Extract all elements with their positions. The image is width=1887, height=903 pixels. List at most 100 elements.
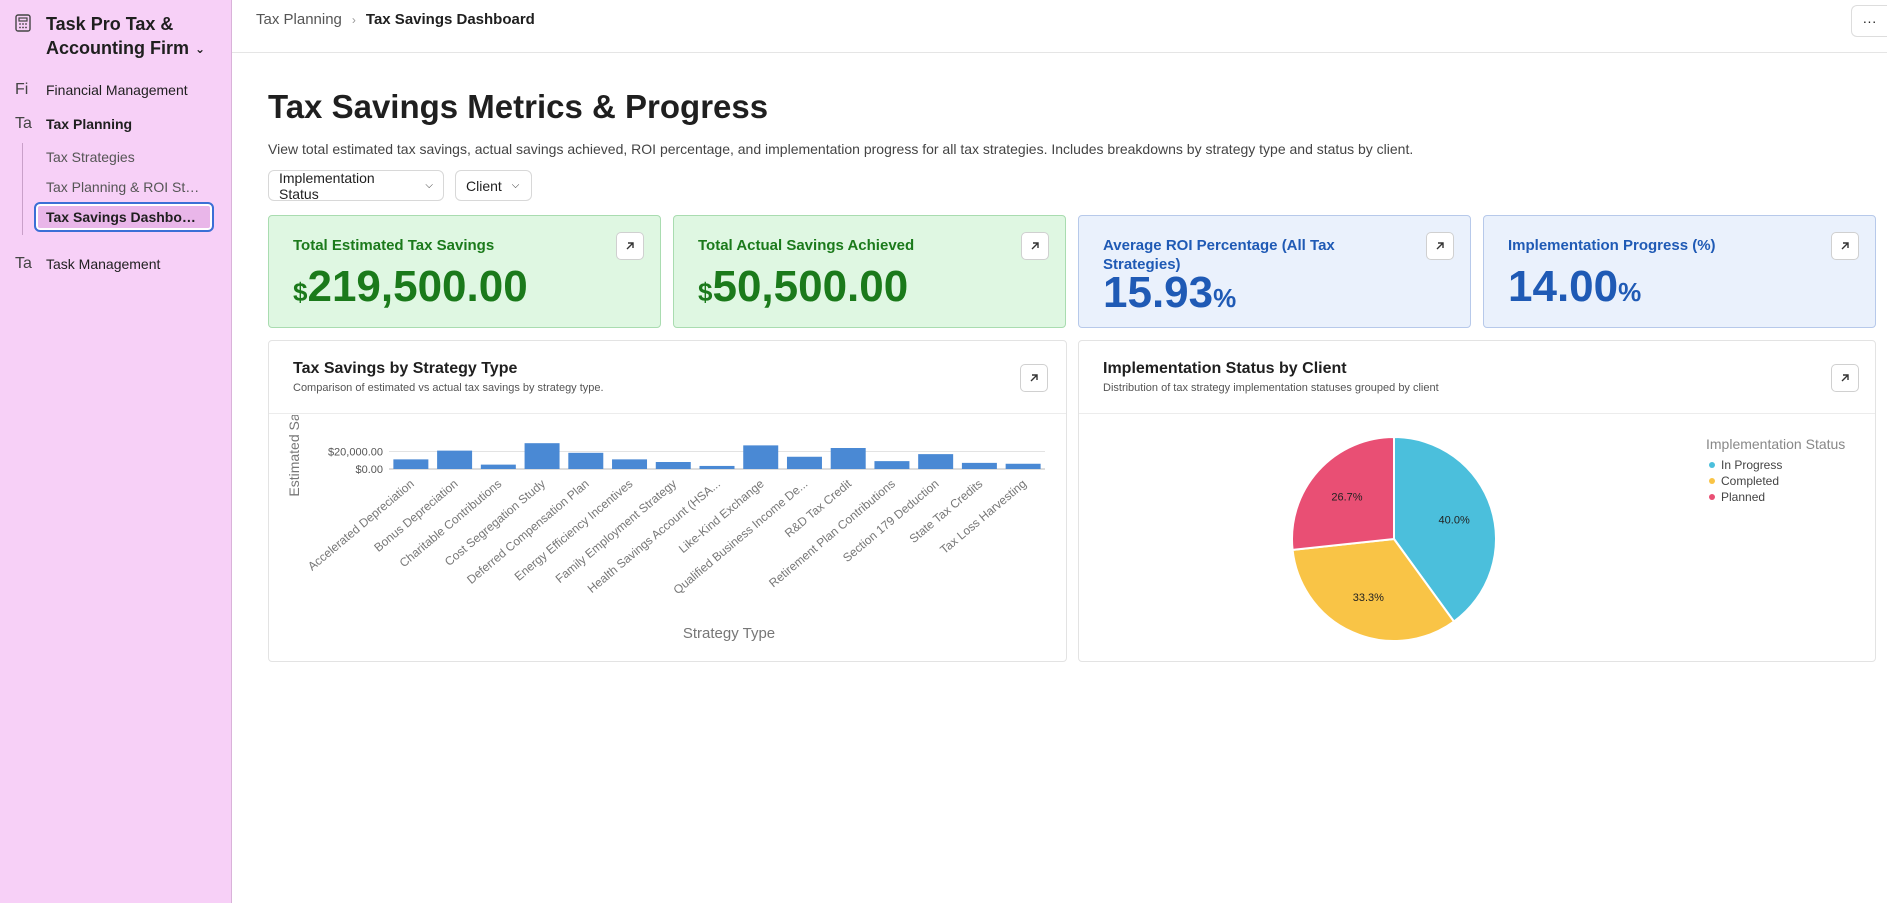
top-header: Tax Planning › Tax Savings Dashboard ···: [232, 0, 1887, 53]
x-tick-label: State Tax Credits: [906, 477, 985, 546]
org-name[interactable]: Task Pro Tax & Accounting Firm ⌄: [46, 12, 216, 61]
sidebar-item-label: Tax Planning: [46, 116, 133, 132]
sidebar-item-financial-management[interactable]: Fi Financial Management: [0, 77, 232, 103]
panel-status-by-client: Implementation Status by Client Distribu…: [1078, 340, 1876, 662]
bar[interactable]: [874, 461, 910, 469]
sidebar-subitem-tax-savings-dashboard[interactable]: Tax Savings Dashboard: [34, 202, 214, 232]
bar[interactable]: [393, 459, 429, 469]
panel-subtitle: Distribution of tax strategy implementat…: [1103, 382, 1439, 394]
bar[interactable]: [480, 464, 516, 469]
metric-title: Implementation Progress (%): [1508, 237, 1716, 254]
nav-abbr: Ta: [15, 255, 32, 272]
pie-value-label: 40.0%: [1439, 514, 1470, 526]
arrow-up-right-icon: [1031, 242, 1039, 250]
expand-button[interactable]: [1426, 232, 1454, 260]
sidebar-item-label: Financial Management: [46, 82, 188, 98]
legend-title: Implementation Status: [1706, 436, 1845, 452]
subnav-divider: [22, 143, 23, 235]
filter-label: Implementation Status: [279, 169, 375, 202]
panel-header: Implementation Status by Client Distribu…: [1079, 341, 1875, 414]
org-name-text: Task Pro Tax & Accounting Firm: [46, 14, 189, 58]
panel-header: Tax Savings by Strategy Type Comparison …: [269, 341, 1066, 414]
metric-card-actual-savings: Total Actual Savings Achieved $50,500.00: [673, 215, 1066, 328]
metric-title: Total Actual Savings Achieved: [698, 237, 915, 254]
arrow-up-right-icon: [1436, 242, 1444, 250]
legend-swatch: [1709, 494, 1715, 500]
metric-suffix: %: [1618, 277, 1642, 307]
y-tick-label: $0.00: [355, 464, 383, 476]
bar[interactable]: [830, 448, 866, 469]
arrow-up-right-icon: [1841, 374, 1849, 382]
panel-title: Implementation Status by Client: [1103, 360, 1347, 377]
breadcrumb-current: Tax Savings Dashboard: [365, 11, 535, 28]
expand-button[interactable]: [1020, 364, 1048, 392]
bar[interactable]: [699, 465, 735, 469]
bar[interactable]: [524, 443, 560, 469]
expand-button[interactable]: [616, 232, 644, 260]
metric-card-estimated-savings: Total Estimated Tax Savings $219,500.00: [268, 215, 661, 328]
metric-value: $219,500.00: [293, 262, 528, 312]
filter-label: Client: [466, 177, 502, 194]
metric-number: 50,500.00: [712, 262, 909, 311]
pie-value-label: 26.7%: [1331, 492, 1362, 504]
arrow-up-right-icon: [1030, 374, 1038, 382]
chevron-down-icon: ⌵: [425, 180, 433, 191]
bar[interactable]: [655, 462, 691, 469]
sidebar-item-task-management[interactable]: Ta Task Management: [0, 251, 232, 277]
sidebar-subitem-tax-strategies[interactable]: Tax Strategies: [46, 149, 135, 165]
sidebar-subitem-tax-planning-roi[interactable]: Tax Planning & ROI Strategies: [46, 179, 202, 195]
org-switcher[interactable]: Task Pro Tax & Accounting Firm ⌄: [14, 12, 216, 61]
metric-value: 15.93%: [1103, 268, 1236, 318]
bar[interactable]: [437, 450, 473, 469]
expand-button[interactable]: [1831, 232, 1859, 260]
expand-button[interactable]: [1021, 232, 1049, 260]
metric-number: 15.93: [1103, 268, 1214, 317]
panel-subtitle: Comparison of estimated vs actual tax sa…: [293, 382, 604, 394]
pie-slice[interactable]: [1393, 435, 1497, 623]
page-description: View total estimated tax savings, actual…: [268, 141, 1414, 157]
metric-suffix: %: [1213, 283, 1237, 313]
page-title: Tax Savings Metrics & Progress: [268, 88, 769, 125]
expand-button[interactable]: [1831, 364, 1859, 392]
metric-title: Average ROI Percentage (All Tax Strategi…: [1103, 237, 1335, 273]
pie-chart: 40.0% 33.3% 26.7% Implementation Status In…: [1291, 435, 1845, 642]
y-axis-label: Estimated Sa: [286, 415, 302, 497]
breadcrumb: Tax Planning › Tax Savings Dashboard: [256, 11, 535, 28]
metric-card-implementation-progress: Implementation Progress (%) 14.00%: [1483, 215, 1876, 328]
pie-slice[interactable]: [1291, 435, 1395, 551]
x-axis-label: Strategy Type: [683, 625, 775, 642]
more-options-button[interactable]: ···: [1851, 5, 1887, 37]
legend-swatch: [1709, 462, 1715, 468]
metric-title: Total Estimated Tax Savings: [293, 237, 495, 254]
metric-number: 219,500.00: [307, 262, 528, 311]
bar[interactable]: [612, 459, 648, 469]
metric-card-average-roi: Average ROI Percentage (All Tax Strategi…: [1078, 215, 1471, 328]
legend-item[interactable]: In Progress: [1721, 458, 1782, 472]
arrow-up-right-icon: [626, 242, 634, 250]
legend-swatch: [1709, 478, 1715, 484]
pie-slice[interactable]: [1291, 537, 1456, 642]
arrow-up-right-icon: [1841, 242, 1849, 250]
sidebar-item-tax-planning[interactable]: Ta Tax Planning: [0, 111, 232, 137]
metric-prefix: $: [293, 277, 308, 307]
pie-value-label: 33.3%: [1353, 592, 1384, 604]
legend-item[interactable]: Completed: [1721, 474, 1779, 488]
sidebar: Task Pro Tax & Accounting Firm ⌄ Fi Finan…: [0, 0, 232, 903]
nav-abbr: Fi: [15, 81, 29, 98]
calculator-icon: [15, 14, 31, 32]
breadcrumb-parent[interactable]: Tax Planning: [256, 11, 342, 28]
bar[interactable]: [961, 462, 997, 469]
panel-title: Tax Savings by Strategy Type: [293, 360, 518, 377]
metric-prefix: $: [698, 277, 713, 307]
bar[interactable]: [568, 452, 604, 469]
chevron-down-icon: ⌵: [511, 180, 520, 191]
filter-implementation-status[interactable]: Implementation Status ⌵: [268, 169, 444, 202]
bar[interactable]: [786, 456, 822, 469]
bar[interactable]: [918, 454, 954, 469]
legend-item[interactable]: Planned: [1721, 490, 1765, 504]
filter-client[interactable]: Client ⌵: [455, 170, 532, 201]
bar[interactable]: [743, 445, 779, 469]
bar[interactable]: [1005, 463, 1041, 469]
metric-value: 14.00%: [1508, 262, 1641, 312]
